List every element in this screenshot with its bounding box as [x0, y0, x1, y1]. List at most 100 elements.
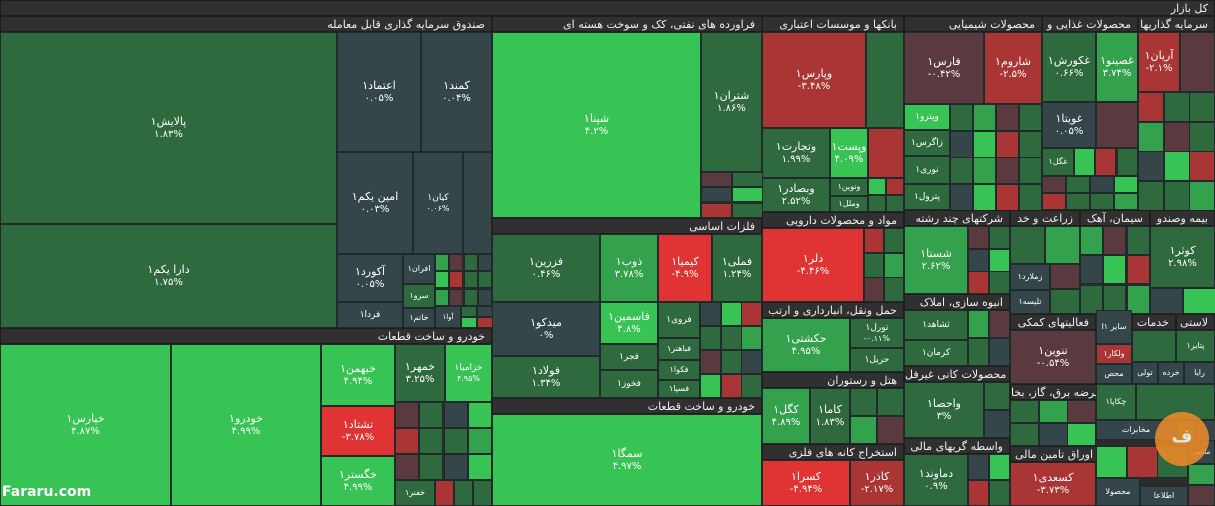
- stock-tile[interactable]: ونوین۱: [830, 178, 868, 196]
- stock-tile[interactable]: خودرو۱ ۴.۹۹%: [171, 344, 321, 506]
- stock-tile-small[interactable]: [1010, 423, 1039, 446]
- stock-tile-small[interactable]: [886, 195, 904, 212]
- stock-tile-small[interactable]: [884, 253, 904, 278]
- stock-tile-small[interactable]: [950, 157, 973, 184]
- stock-tile[interactable]: غگل۱: [1042, 148, 1074, 176]
- stock-tile[interactable]: آریان۱ -۲.۱%: [1138, 32, 1180, 92]
- stock-tile-small[interactable]: [700, 374, 721, 398]
- stock-tile-small[interactable]: [464, 289, 478, 306]
- stock-tile-small[interactable]: [950, 104, 973, 131]
- stock-tile-small[interactable]: [1132, 330, 1176, 362]
- stock-tile-small[interactable]: [1019, 104, 1042, 131]
- stock-tile-small[interactable]: [968, 226, 989, 249]
- stock-tile-small[interactable]: [1050, 289, 1080, 314]
- stock-tile-small[interactable]: [1138, 151, 1164, 181]
- stock-tile[interactable]: تولی: [1132, 362, 1158, 384]
- stock-tile[interactable]: تلیسه۱: [1010, 290, 1050, 314]
- stock-tile[interactable]: تشتاد۱ -۳.۷۸%: [321, 406, 395, 456]
- stock-tile[interactable]: خپارس۱ ۴.۸۷%: [0, 344, 171, 506]
- stock-tile-small[interactable]: [473, 480, 492, 506]
- stock-tile-small[interactable]: [850, 416, 877, 444]
- stock-tile-small[interactable]: [1103, 255, 1126, 284]
- stock-tile[interactable]: افران۱: [403, 254, 435, 284]
- stock-tile[interactable]: دلر۱ -۴.۴۶%: [762, 228, 864, 302]
- stock-tile-small[interactable]: [1114, 193, 1138, 210]
- stock-tile[interactable]: پالایش۱ ۱.۸۳%: [0, 32, 337, 224]
- stock-tile-small[interactable]: [1164, 181, 1190, 211]
- stock-tile-small[interactable]: [1188, 485, 1215, 506]
- stock-tile-small[interactable]: [1067, 400, 1096, 423]
- stock-tile-small[interactable]: [1096, 446, 1127, 478]
- stock-tile-small[interactable]: [1080, 226, 1103, 255]
- stock-tile[interactable]: پتایر۱: [1176, 330, 1215, 362]
- stock-tile[interactable]: حریل۱: [850, 348, 904, 372]
- stock-tile-small[interactable]: [449, 271, 463, 288]
- stock-tile-small[interactable]: [1096, 102, 1138, 148]
- stock-tile-small[interactable]: [1164, 92, 1190, 122]
- stock-tile-small[interactable]: [996, 131, 1019, 158]
- stock-tile[interactable]: آوا۱: [435, 306, 461, 328]
- stock-tile-small[interactable]: [721, 350, 742, 374]
- stock-tile-small[interactable]: [478, 271, 492, 288]
- stock-tile[interactable]: حکشتی۱ ۴.۹۵%: [762, 318, 850, 372]
- stock-tile[interactable]: وپست۱ ۴.۰۹%: [830, 128, 868, 178]
- stock-tile-small[interactable]: [989, 480, 1010, 506]
- stock-tile-small[interactable]: [732, 172, 763, 187]
- stock-tile-small[interactable]: [463, 152, 492, 254]
- stock-tile[interactable]: امین یکم۱ ۰.۰۳%: [337, 152, 413, 254]
- stock-tile-small[interactable]: [721, 326, 742, 350]
- stock-tile[interactable]: کسعدی۱ -۳.۷۳%: [1010, 462, 1096, 506]
- stock-tile-small[interactable]: [1019, 184, 1042, 211]
- stock-tile-small[interactable]: [1136, 384, 1215, 420]
- stock-tile-small[interactable]: [968, 454, 989, 480]
- stock-tile-small[interactable]: [950, 184, 973, 211]
- stock-tile[interactable]: کرمان۱: [904, 340, 968, 366]
- stock-tile-small[interactable]: [1138, 122, 1164, 152]
- stock-tile[interactable]: فسپا۱: [658, 380, 700, 398]
- stock-tile-small[interactable]: [996, 104, 1019, 131]
- stock-tile-small[interactable]: [1067, 423, 1096, 446]
- stock-tile[interactable]: دماوند۱ ۰.۹%: [904, 454, 968, 506]
- stock-tile-small[interactable]: [1050, 264, 1080, 289]
- stock-tile[interactable]: محص: [1096, 364, 1132, 384]
- stock-tile[interactable]: وملل۱: [830, 196, 868, 212]
- stock-tile[interactable]: سمگا۱ ۴.۹۷%: [492, 414, 762, 506]
- stock-tile-small[interactable]: [968, 249, 989, 272]
- stock-tile-small[interactable]: [866, 32, 904, 128]
- stock-tile-small[interactable]: [1150, 288, 1183, 314]
- stock-tile-small[interactable]: [721, 374, 742, 398]
- stock-tile-small[interactable]: [1183, 288, 1215, 314]
- stock-tile[interactable]: اعتماد۱ ۰.۰۵%: [337, 32, 421, 152]
- stock-tile[interactable]: رایا: [1184, 362, 1215, 384]
- stock-tile[interactable]: تورل۱ -۰.۱۱%: [850, 318, 904, 348]
- stock-tile-small[interactable]: [1138, 181, 1164, 211]
- stock-tile-small[interactable]: [877, 416, 904, 444]
- stock-tile-small[interactable]: [701, 187, 732, 202]
- stock-tile-small[interactable]: [468, 428, 492, 454]
- stock-tile-small[interactable]: [1010, 400, 1039, 423]
- stock-tile[interactable]: سرو۱: [403, 284, 435, 308]
- stock-tile[interactable]: فولاد۱ ۱.۳۴%: [492, 356, 600, 398]
- stock-tile[interactable]: دارا یکم۱ ۱.۷۵%: [0, 224, 337, 328]
- stock-tile[interactable]: واحصا۱ ۳%: [904, 382, 984, 438]
- stock-tile[interactable]: میدکو۱ ۰%: [492, 302, 600, 356]
- stock-tile[interactable]: نوری۱: [904, 156, 950, 184]
- stock-tile[interactable]: کگل۱ ۴.۸۹%: [762, 388, 810, 444]
- stock-tile[interactable]: خفنر۱: [395, 480, 435, 506]
- stock-tile[interactable]: غکورش۱ ۰.۶۶%: [1042, 32, 1096, 102]
- stock-tile[interactable]: فردا۱: [337, 302, 403, 328]
- stock-tile-small[interactable]: [1180, 32, 1215, 92]
- stock-tile-small[interactable]: [477, 306, 493, 317]
- stock-tile-small[interactable]: [1127, 226, 1150, 255]
- stock-tile-small[interactable]: [464, 254, 478, 271]
- stock-tile[interactable]: شاروم۱ -۲.۵%: [984, 32, 1042, 104]
- stock-tile[interactable]: خاتم۱: [403, 308, 435, 328]
- stock-tile-small[interactable]: [477, 317, 493, 328]
- stock-tile-small[interactable]: [1164, 151, 1190, 181]
- stock-tile[interactable]: وبصادر۱ ۲.۵۲%: [762, 178, 830, 212]
- stock-tile-small[interactable]: [973, 131, 996, 158]
- stock-tile-small[interactable]: [1189, 122, 1215, 152]
- stock-tile-small[interactable]: [444, 402, 468, 428]
- stock-tile-small[interactable]: [864, 228, 884, 253]
- stock-tile[interactable]: اطلاعا: [1140, 486, 1188, 506]
